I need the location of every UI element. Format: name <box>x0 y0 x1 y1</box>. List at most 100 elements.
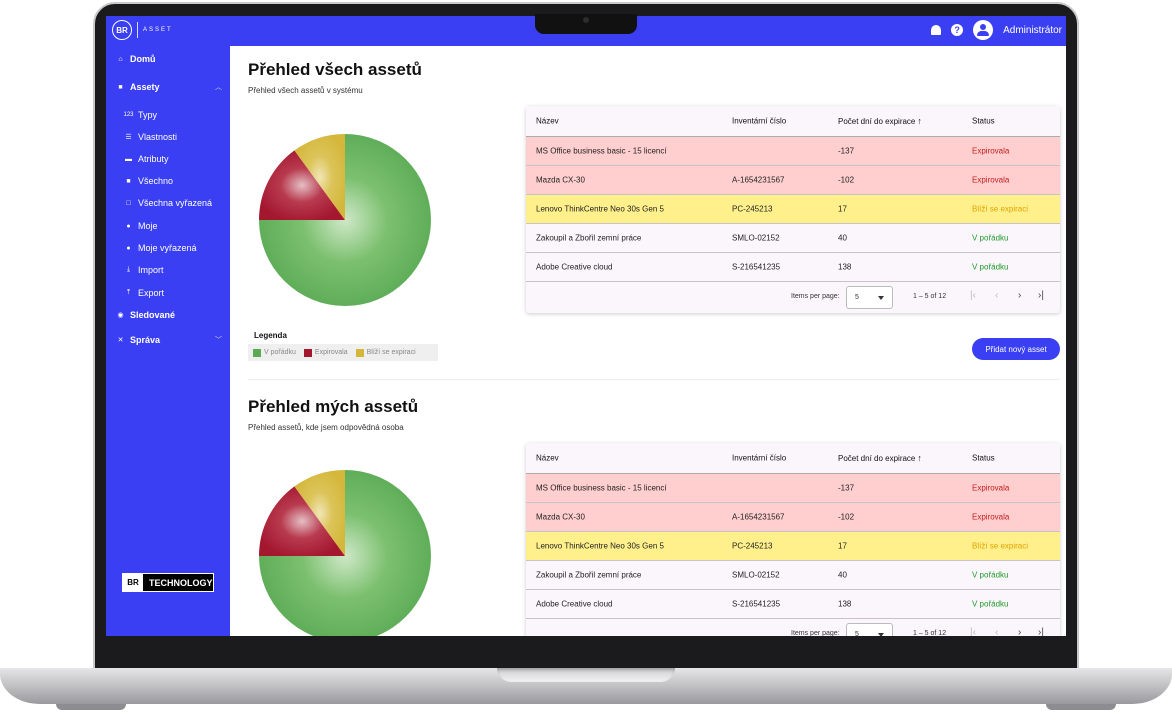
logo-divider <box>137 22 138 38</box>
user-name[interactable]: Administrátor <box>1003 24 1062 36</box>
sidebar-item-mine[interactable]: ● Moje <box>124 219 158 233</box>
add-asset-button[interactable]: Přidat nový asset <box>972 338 1060 360</box>
cell-status: V pořádku <box>972 599 1009 609</box>
app-logo[interactable]: BR ASSET <box>112 20 173 40</box>
table-row[interactable]: Adobe Creative cloud S-216541235 138 V p… <box>526 253 1060 282</box>
cell-inventory: A-1654231567 <box>732 512 785 522</box>
screen: BR ASSET ? Administrátor ⌂ Domů ■ Assety… <box>106 16 1066 636</box>
legend-swatch <box>253 348 261 357</box>
legend-item-expiring[interactable]: Blíží se expiraci <box>355 348 416 357</box>
pie-slices <box>259 470 431 636</box>
help-icon[interactable]: ? <box>951 24 964 36</box>
column-header-inventory[interactable]: Inventární číslo <box>732 116 787 126</box>
main-content: Přehled všech assetů Přehled všech asset… <box>230 46 1066 636</box>
section-divider <box>248 379 1060 380</box>
sidebar-item-types[interactable]: 123 Typy <box>124 108 158 122</box>
cell-days: -137 <box>838 146 855 156</box>
sidebar-item-all[interactable]: ■ Všechno <box>124 174 173 188</box>
camera-notch <box>535 14 637 34</box>
column-header-name[interactable]: Název <box>536 453 559 463</box>
page-size-select[interactable]: 5 <box>846 623 893 636</box>
cell-inventory: A-1654231567 <box>732 175 785 185</box>
chevron-down-icon: ﹀ <box>215 337 222 344</box>
table-header: Název Inventární číslo Počet dní do expi… <box>526 443 1060 474</box>
assets-table: Název Inventární číslo Počet dní do expi… <box>526 106 1060 313</box>
sidebar-item-assets[interactable]: ■ Assety ︿ <box>116 80 222 94</box>
table-row[interactable]: Mazda CX-30 A-1654231567 -102 Expirovala <box>526 503 1060 532</box>
cell-name: Zakoupil a Zbořil zemní práce <box>536 570 642 580</box>
sidebar-item-import[interactable]: ⤓ Import <box>124 263 164 277</box>
table-row[interactable]: Lenovo ThinkCentre Neo 30s Gen 5 PC-2452… <box>526 195 1060 224</box>
first-page-icon[interactable]: |‹ <box>970 290 976 301</box>
column-header-inventory[interactable]: Inventární číslo <box>732 453 787 463</box>
next-page-icon[interactable]: › <box>1018 290 1022 301</box>
page-size-select[interactable]: 5 <box>846 286 893 309</box>
table-row[interactable]: Mazda CX-30 A-1654231567 -102 Expirovala <box>526 166 1060 195</box>
laptop-foot <box>56 704 126 710</box>
tools-icon: ✕ <box>117 337 124 344</box>
cell-days: -102 <box>838 512 855 522</box>
column-header-days[interactable]: Počet dní do expirace ↑ <box>838 453 922 463</box>
section-subtitle: Přehled všech assetů v systému <box>248 86 363 95</box>
column-header-status[interactable]: Status <box>972 116 995 126</box>
sidebar-item-label: Domů <box>130 54 156 64</box>
sidebar-item-label: Typy <box>138 110 158 120</box>
pie-slice-expiring[interactable] <box>294 470 345 556</box>
sidebar-item-home[interactable]: ⌂ Domů <box>116 52 156 66</box>
sidebar-item-label: Atributy <box>138 154 169 164</box>
column-header-days[interactable]: Počet dní do expirace ↑ <box>838 116 922 126</box>
pie-slice-expired[interactable] <box>259 150 345 220</box>
first-page-icon[interactable]: |‹ <box>970 627 976 636</box>
pie-slice-expiring[interactable] <box>294 134 345 220</box>
last-page-icon[interactable]: ›| <box>1038 627 1044 636</box>
archive-icon: ▬ <box>125 155 132 163</box>
last-page-icon[interactable]: ›| <box>1038 290 1044 301</box>
column-header-label: Počet dní do expirace <box>838 454 916 463</box>
sidebar-item-admin[interactable]: ✕ Správa ﹀ <box>116 333 222 347</box>
cell-name: Adobe Creative cloud <box>536 599 613 609</box>
sidebar-item-attributes[interactable]: ▬ Atributy <box>124 152 169 166</box>
sidebar-item-watched[interactable]: ◉ Sledované <box>116 308 175 322</box>
sidebar-item-properties[interactable]: ☰ Vlastnosti <box>124 130 177 144</box>
table-row[interactable]: Zakoupil a Zbořil zemní práce SMLO-02152… <box>526 224 1060 253</box>
table-row[interactable]: Zakoupil a Zbořil zemní práce SMLO-02152… <box>526 561 1060 590</box>
prev-page-icon[interactable]: ‹ <box>995 627 999 636</box>
sidebar-item-export[interactable]: ⤒ Export <box>124 286 164 300</box>
table-header: Název Inventární číslo Počet dní do expi… <box>526 106 1060 137</box>
cell-name: Zakoupil a Zbořil zemní práce <box>536 233 642 243</box>
legend-item-ok[interactable]: V pořádku <box>253 348 296 357</box>
sidebar-item-mine-retired[interactable]: ● Moje vyřazená <box>124 241 197 255</box>
bell-icon[interactable] <box>931 25 942 35</box>
upload-icon: ⤒ <box>126 289 131 296</box>
cell-days: 138 <box>838 262 852 272</box>
cell-inventory: S-216541235 <box>732 599 781 609</box>
pie-slice-ok[interactable] <box>259 470 431 636</box>
legend-item-expired[interactable]: Expirovala <box>303 348 348 357</box>
prev-page-icon[interactable]: ‹ <box>995 290 999 301</box>
legend-label: Expirovala <box>314 349 348 356</box>
cell-days: 138 <box>838 599 852 609</box>
table-row[interactable]: Adobe Creative cloud S-216541235 138 V p… <box>526 590 1060 619</box>
sidebar-item-label: Moje <box>138 221 158 231</box>
legend-box: V pořádku Expirovala Blíží se expiraci <box>248 344 438 361</box>
sidebar-item-label: Moje vyřazená <box>138 243 197 253</box>
pie-chart-mine <box>259 470 431 636</box>
next-page-icon[interactable]: › <box>1018 627 1022 636</box>
column-header-name[interactable]: Název <box>536 116 559 126</box>
table-row[interactable]: MS Office business basic - 15 licencí -1… <box>526 137 1060 166</box>
paginator: Items per page: 5 1 – 5 of 12 |‹ ‹ › ›| <box>526 619 1060 636</box>
legend-label: Blíží se expiraci <box>366 349 416 356</box>
sidebar-item-label: Export <box>138 288 165 298</box>
cell-name: Mazda CX-30 <box>536 512 585 522</box>
sidebar-item-all-retired[interactable]: □ Všechna vyřazená <box>124 196 212 210</box>
avatar[interactable] <box>973 20 994 40</box>
pie-slice-expired[interactable] <box>259 486 345 556</box>
cube-icon: ■ <box>118 83 123 91</box>
legend-title: Legenda <box>254 331 287 340</box>
chevron-up-icon: ︿ <box>215 84 222 91</box>
column-header-status[interactable]: Status <box>972 453 995 463</box>
cell-status: V pořádku <box>972 262 1009 272</box>
table-row[interactable]: Lenovo ThinkCentre Neo 30s Gen 5 PC-2452… <box>526 532 1060 561</box>
table-row[interactable]: MS Office business basic - 15 licencí -1… <box>526 474 1060 503</box>
cell-inventory: S-216541235 <box>732 262 781 272</box>
